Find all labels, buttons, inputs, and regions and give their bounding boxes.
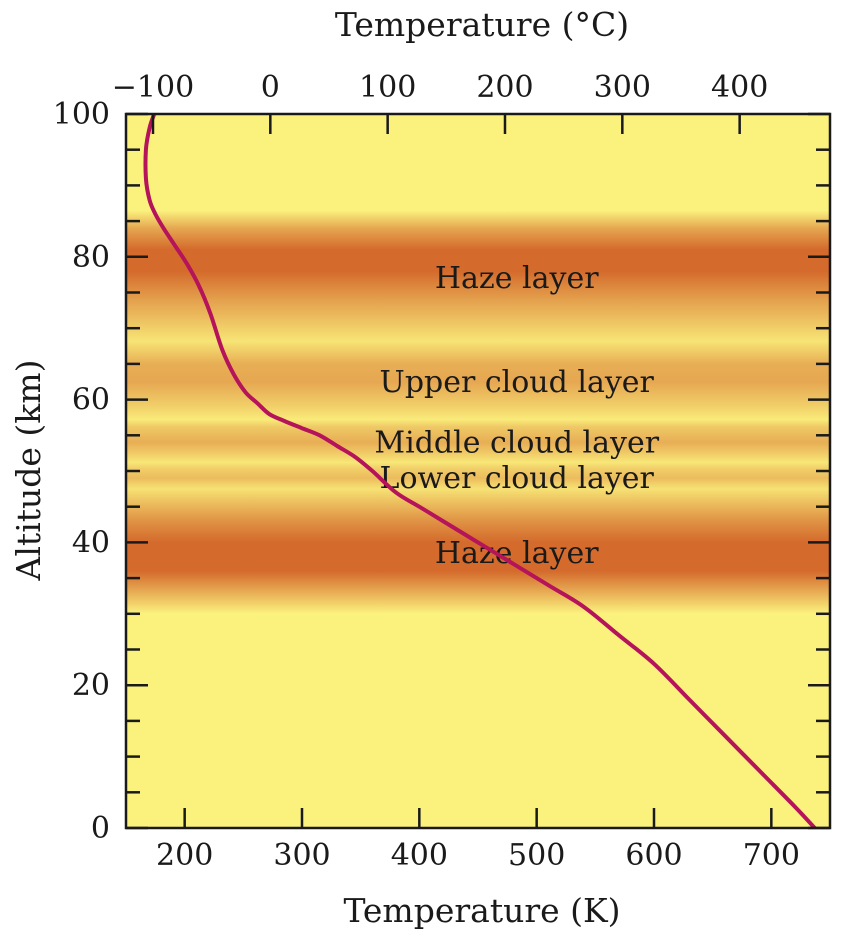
top-tick-label: 300: [594, 70, 651, 105]
temperature-profile-line: [143, 114, 817, 828]
x-tick-label: 400: [391, 838, 448, 873]
x-tick-label: 300: [273, 838, 330, 873]
x-axis-title: Temperature (K): [343, 891, 620, 930]
y-axis-tick-labels: 0 20 40 60 80 100: [53, 97, 110, 846]
layer-label: Upper cloud layer: [380, 365, 655, 400]
layer-label: Middle cloud layer: [374, 425, 659, 460]
top-tick-label: 0: [261, 70, 280, 105]
x-tick-label: 700: [743, 838, 800, 873]
y-tick-label: 100: [53, 97, 110, 132]
y-tick-label: 20: [72, 668, 110, 703]
y-tick-label: 80: [72, 240, 110, 275]
y-tick-label: 0: [91, 811, 110, 846]
layer-label: Haze layer: [435, 261, 599, 296]
x-tick-label: 200: [156, 838, 213, 873]
y-axis-title: Altitude (km): [9, 360, 48, 582]
x-axis-tick-labels: 200 300 400 500 600 700: [156, 838, 800, 873]
y-tick-label: 40: [72, 525, 110, 560]
top-axis-tick-labels: −100 0 100 200 300 400: [112, 70, 769, 105]
axis-ticks: [126, 112, 830, 830]
cloud-bands: [126, 114, 830, 828]
x-tick-label: 500: [508, 838, 565, 873]
top-tick-label: 100: [359, 70, 416, 105]
top-tick-label: −100: [112, 70, 194, 105]
layer-labels: Haze layer Upper cloud layer Middle cloud …: [374, 261, 659, 571]
top-tick-label: 400: [711, 70, 768, 105]
x-tick-label: 600: [625, 838, 682, 873]
y-tick-label: 60: [72, 383, 110, 418]
layer-label: Lower cloud layer: [380, 461, 655, 496]
top-axis-title: Temperature (°C): [335, 5, 629, 44]
top-tick-label: 200: [476, 70, 533, 105]
